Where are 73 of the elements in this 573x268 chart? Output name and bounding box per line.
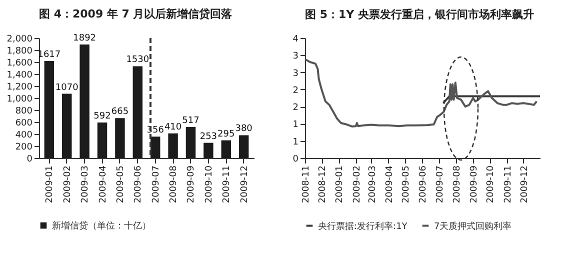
x-tick-label: 2008-11: [302, 166, 312, 204]
x-tick-label: 2009-05: [116, 166, 126, 204]
x-tick-label: 2009-10: [204, 165, 214, 204]
y-tick-label: 2,000: [6, 34, 33, 44]
x-tick-label: 2009-08: [452, 165, 462, 204]
x-tick-label: 2009-05: [402, 166, 412, 204]
bar: [168, 133, 178, 158]
y-tick-label: 1: [292, 120, 298, 130]
line-series: [304, 58, 538, 128]
chart-title: 图 5：1Y 央票发行重启，银行间市场利率飙升: [305, 8, 534, 21]
x-tick-label: 2009-01: [335, 166, 346, 204]
x-tick-label: 2009-06: [134, 165, 144, 204]
data-label: 295: [218, 129, 235, 140]
x-tick-label: 2009-07: [151, 166, 162, 204]
bar: [204, 142, 214, 158]
y-tick-label: 4: [292, 34, 299, 44]
bar: [80, 44, 90, 158]
y-tick-label: 1,400: [6, 70, 33, 80]
y-tick-label: 800: [15, 106, 33, 116]
data-label: 253: [200, 132, 218, 142]
y-tick-label: 3: [292, 68, 298, 79]
x-tick-label: 2009-06: [418, 165, 429, 204]
x-tick-label: 2008-12: [318, 166, 328, 204]
legend-label: 7天质押式回购利率: [434, 220, 512, 232]
data-label: 380: [235, 124, 253, 134]
bar: [238, 135, 249, 158]
bar: [115, 118, 125, 158]
data-label: 1530: [126, 55, 150, 66]
bar: [221, 140, 231, 158]
y-tick-label: 1,000: [6, 94, 33, 104]
x-tick-label: 2009-03: [80, 166, 91, 204]
legend-label: 新增信贷（单位：十亿）: [52, 220, 151, 232]
x-tick-label: 2009-12: [240, 166, 250, 204]
x-tick-label: 2009-11: [503, 166, 514, 204]
bar: [186, 126, 196, 158]
x-tick-label: 2009-03: [368, 166, 378, 204]
data-label: 665: [111, 107, 129, 118]
x-tick-label: 2009-09: [186, 165, 197, 204]
x-tick-label: 2009-10: [486, 165, 496, 204]
y-tick-label: 400: [15, 130, 33, 140]
y-tick-label: 2: [292, 103, 298, 114]
x-tick-label: 2009-02: [62, 166, 73, 204]
y-tick-label: 600: [15, 118, 33, 128]
bar: [44, 60, 54, 158]
y-tick-label: 1,600: [6, 58, 33, 68]
y-tick-label: 2: [292, 86, 298, 96]
y-tick-label: 1,800: [6, 46, 33, 56]
legend-label: 央行票据:发行利率:1Y: [318, 220, 408, 232]
data-label: 592: [94, 111, 111, 122]
data-label: 517: [182, 116, 200, 126]
data-label: 1070: [55, 82, 79, 93]
x-tick-label: 2009-01: [45, 166, 56, 204]
bar: [132, 66, 143, 158]
x-tick-label: 2009-02: [352, 166, 362, 204]
x-tick-label: 2009-09: [470, 165, 480, 204]
x-tick-label: 2009-04: [98, 165, 108, 204]
y-tick-label: 0: [292, 154, 299, 164]
x-tick-label: 2009-12: [520, 166, 530, 204]
data-label: 410: [164, 122, 182, 132]
y-tick-label: 3: [292, 52, 298, 62]
bar: [97, 122, 108, 158]
y-tick-label: 1,200: [6, 82, 33, 92]
bar: [62, 94, 72, 158]
y-tick-label: 1: [292, 137, 298, 148]
data-label: 1892: [73, 33, 96, 44]
bar: [150, 136, 160, 158]
y-tick-label: 200: [15, 142, 33, 152]
y-tick-label: 0: [26, 154, 33, 164]
x-tick-label: 2009-08: [169, 165, 180, 204]
chart-title: 图 4：2009 年 7 月以后新增信贷回落: [39, 7, 234, 20]
x-tick-label: 2009-07: [435, 166, 446, 204]
x-tick-label: 2009-11: [222, 166, 232, 204]
x-tick-label: 2009-04: [384, 165, 395, 204]
